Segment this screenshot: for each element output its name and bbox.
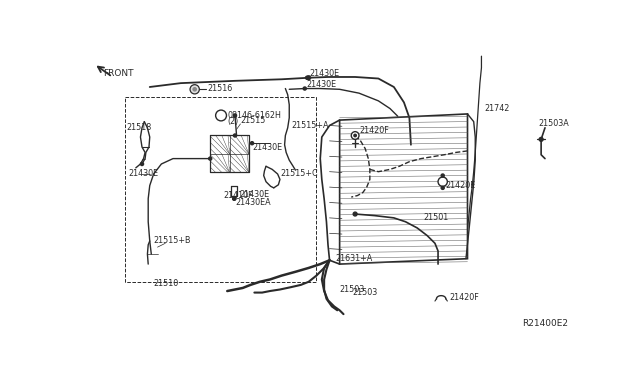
Text: 21515+A: 21515+A [292,121,329,130]
Circle shape [305,76,308,79]
Text: 21516: 21516 [207,84,232,93]
Circle shape [353,212,357,216]
Circle shape [233,197,236,200]
Circle shape [303,87,307,90]
Circle shape [441,186,444,189]
Text: 21410F: 21410F [223,191,253,200]
Text: 21503: 21503 [353,288,378,297]
Text: 21510: 21510 [154,279,179,288]
Circle shape [209,157,212,160]
Polygon shape [340,114,467,264]
Text: 21518: 21518 [127,123,152,132]
Circle shape [193,87,197,92]
Text: 21430EA: 21430EA [235,198,271,207]
Text: 21503: 21503 [340,285,365,294]
Circle shape [216,110,227,121]
Circle shape [441,174,444,177]
Text: 21430E: 21430E [128,170,158,179]
Text: FRONT: FRONT [103,68,134,78]
Text: 21515: 21515 [241,116,266,125]
Text: 08146-6162H: 08146-6162H [227,111,281,120]
Text: 21430E: 21430E [239,190,269,199]
Circle shape [539,137,543,141]
Text: 21430E: 21430E [307,80,337,89]
Circle shape [250,142,253,145]
Circle shape [307,76,310,80]
Circle shape [140,163,143,166]
Text: 21515+C: 21515+C [280,170,317,179]
Circle shape [351,132,359,140]
Circle shape [233,197,236,200]
Circle shape [234,134,237,137]
Text: R21400E2: R21400E2 [522,319,568,328]
Text: 21515+B: 21515+B [154,237,191,246]
Circle shape [190,85,199,94]
Circle shape [353,134,357,137]
Text: 21742: 21742 [484,104,510,113]
Text: (2): (2) [227,117,239,126]
Text: 21420F: 21420F [359,126,388,135]
Text: 21503A: 21503A [539,119,570,128]
Text: 21631+A: 21631+A [336,254,373,263]
Text: 21501: 21501 [423,214,449,222]
Circle shape [234,114,237,117]
Text: 21420F: 21420F [449,293,479,302]
Text: 21420E: 21420E [446,181,476,190]
Circle shape [438,177,447,186]
Text: 21430E: 21430E [253,142,283,151]
Text: B: B [218,111,223,120]
Text: 21430E: 21430E [309,68,340,78]
